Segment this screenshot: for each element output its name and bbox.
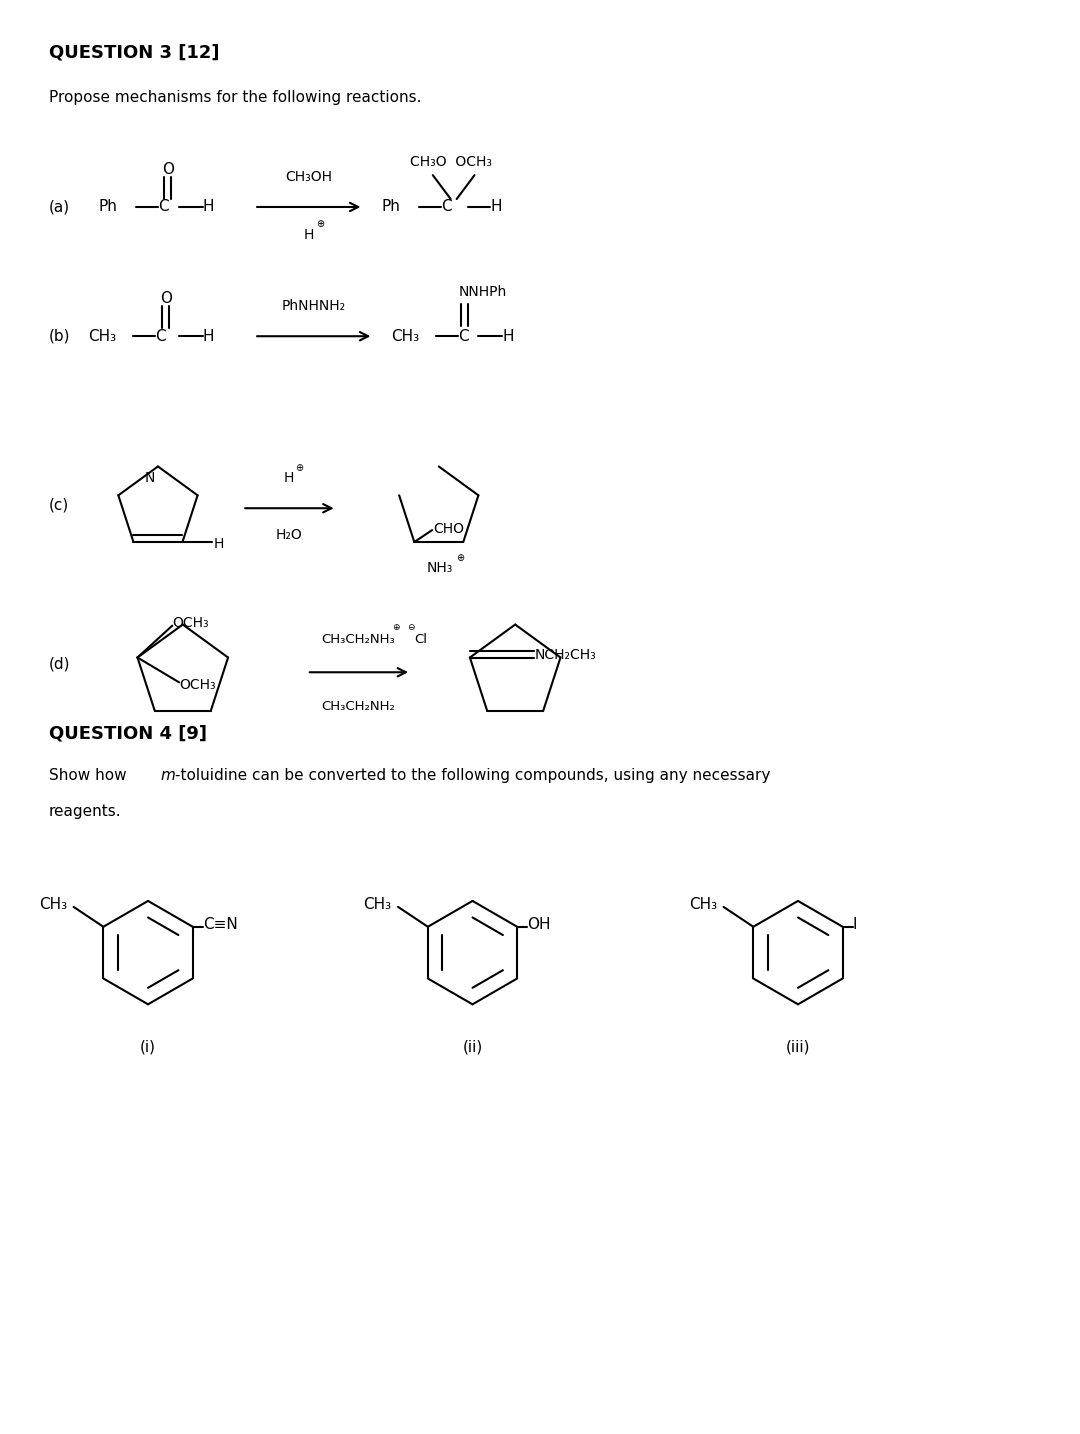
- Text: Show how: Show how: [49, 769, 132, 783]
- Text: N: N: [145, 472, 156, 486]
- Text: H: H: [203, 199, 214, 215]
- Text: CH₃: CH₃: [89, 328, 117, 344]
- Text: C: C: [158, 199, 168, 215]
- Text: reagents.: reagents.: [49, 804, 121, 819]
- Text: C: C: [441, 199, 451, 215]
- Text: ⊕: ⊕: [457, 554, 464, 564]
- Text: CH₃CH₂NH₃: CH₃CH₂NH₃: [322, 632, 395, 645]
- Text: H₂O: H₂O: [275, 528, 302, 542]
- Text: CH₃: CH₃: [39, 898, 67, 912]
- Text: C: C: [458, 328, 469, 344]
- Text: Ph: Ph: [98, 199, 118, 215]
- Text: H: H: [502, 328, 514, 344]
- Text: CH₃CH₂NH₂: CH₃CH₂NH₂: [322, 700, 395, 713]
- Text: H: H: [284, 472, 294, 485]
- Text: CH₃OH: CH₃OH: [285, 171, 333, 184]
- Text: CHO: CHO: [433, 522, 464, 536]
- Text: PhNHNH₂: PhNHNH₂: [282, 300, 346, 314]
- Text: QUESTION 4 [9]: QUESTION 4 [9]: [49, 726, 206, 743]
- Text: OCH₃: OCH₃: [172, 615, 208, 630]
- Text: I: I: [852, 918, 858, 932]
- Text: (iii): (iii): [786, 1040, 810, 1054]
- Text: CH₃O  OCH₃: CH₃O OCH₃: [409, 155, 491, 169]
- Text: Cl: Cl: [414, 632, 427, 645]
- Text: NCH₂CH₃: NCH₂CH₃: [535, 648, 596, 661]
- Text: QUESTION 3 [12]: QUESTION 3 [12]: [49, 44, 219, 62]
- Text: ⊕: ⊕: [295, 463, 302, 473]
- Text: -toluidine can be converted to the following compounds, using any necessary: -toluidine can be converted to the follo…: [175, 769, 770, 783]
- Text: (c): (c): [49, 498, 69, 513]
- Text: (a): (a): [49, 199, 70, 215]
- Text: Propose mechanisms for the following reactions.: Propose mechanisms for the following rea…: [49, 90, 421, 105]
- Text: H: H: [303, 228, 314, 242]
- Text: O: O: [162, 162, 174, 176]
- Text: (i): (i): [140, 1040, 156, 1054]
- Text: ⊖: ⊖: [407, 622, 415, 632]
- Text: OCH₃: OCH₃: [179, 678, 216, 693]
- Text: ⊕: ⊕: [315, 219, 324, 229]
- Text: (b): (b): [49, 328, 70, 344]
- Text: NNHPh: NNHPh: [458, 285, 507, 300]
- Text: H: H: [214, 536, 225, 551]
- Text: O: O: [160, 291, 172, 305]
- Text: H: H: [203, 328, 214, 344]
- Text: CH₃: CH₃: [363, 898, 391, 912]
- Text: OH: OH: [527, 918, 551, 932]
- Text: CH₃: CH₃: [689, 898, 717, 912]
- Text: NH₃: NH₃: [427, 561, 454, 575]
- Text: C≡N: C≡N: [203, 918, 238, 932]
- Text: m: m: [161, 769, 176, 783]
- Text: C: C: [156, 328, 165, 344]
- Text: (d): (d): [49, 657, 70, 671]
- Text: Ph: Ph: [381, 199, 400, 215]
- Text: H: H: [490, 199, 502, 215]
- Text: (ii): (ii): [462, 1040, 483, 1054]
- Text: CH₃: CH₃: [391, 328, 419, 344]
- Text: ⊕: ⊕: [392, 622, 400, 632]
